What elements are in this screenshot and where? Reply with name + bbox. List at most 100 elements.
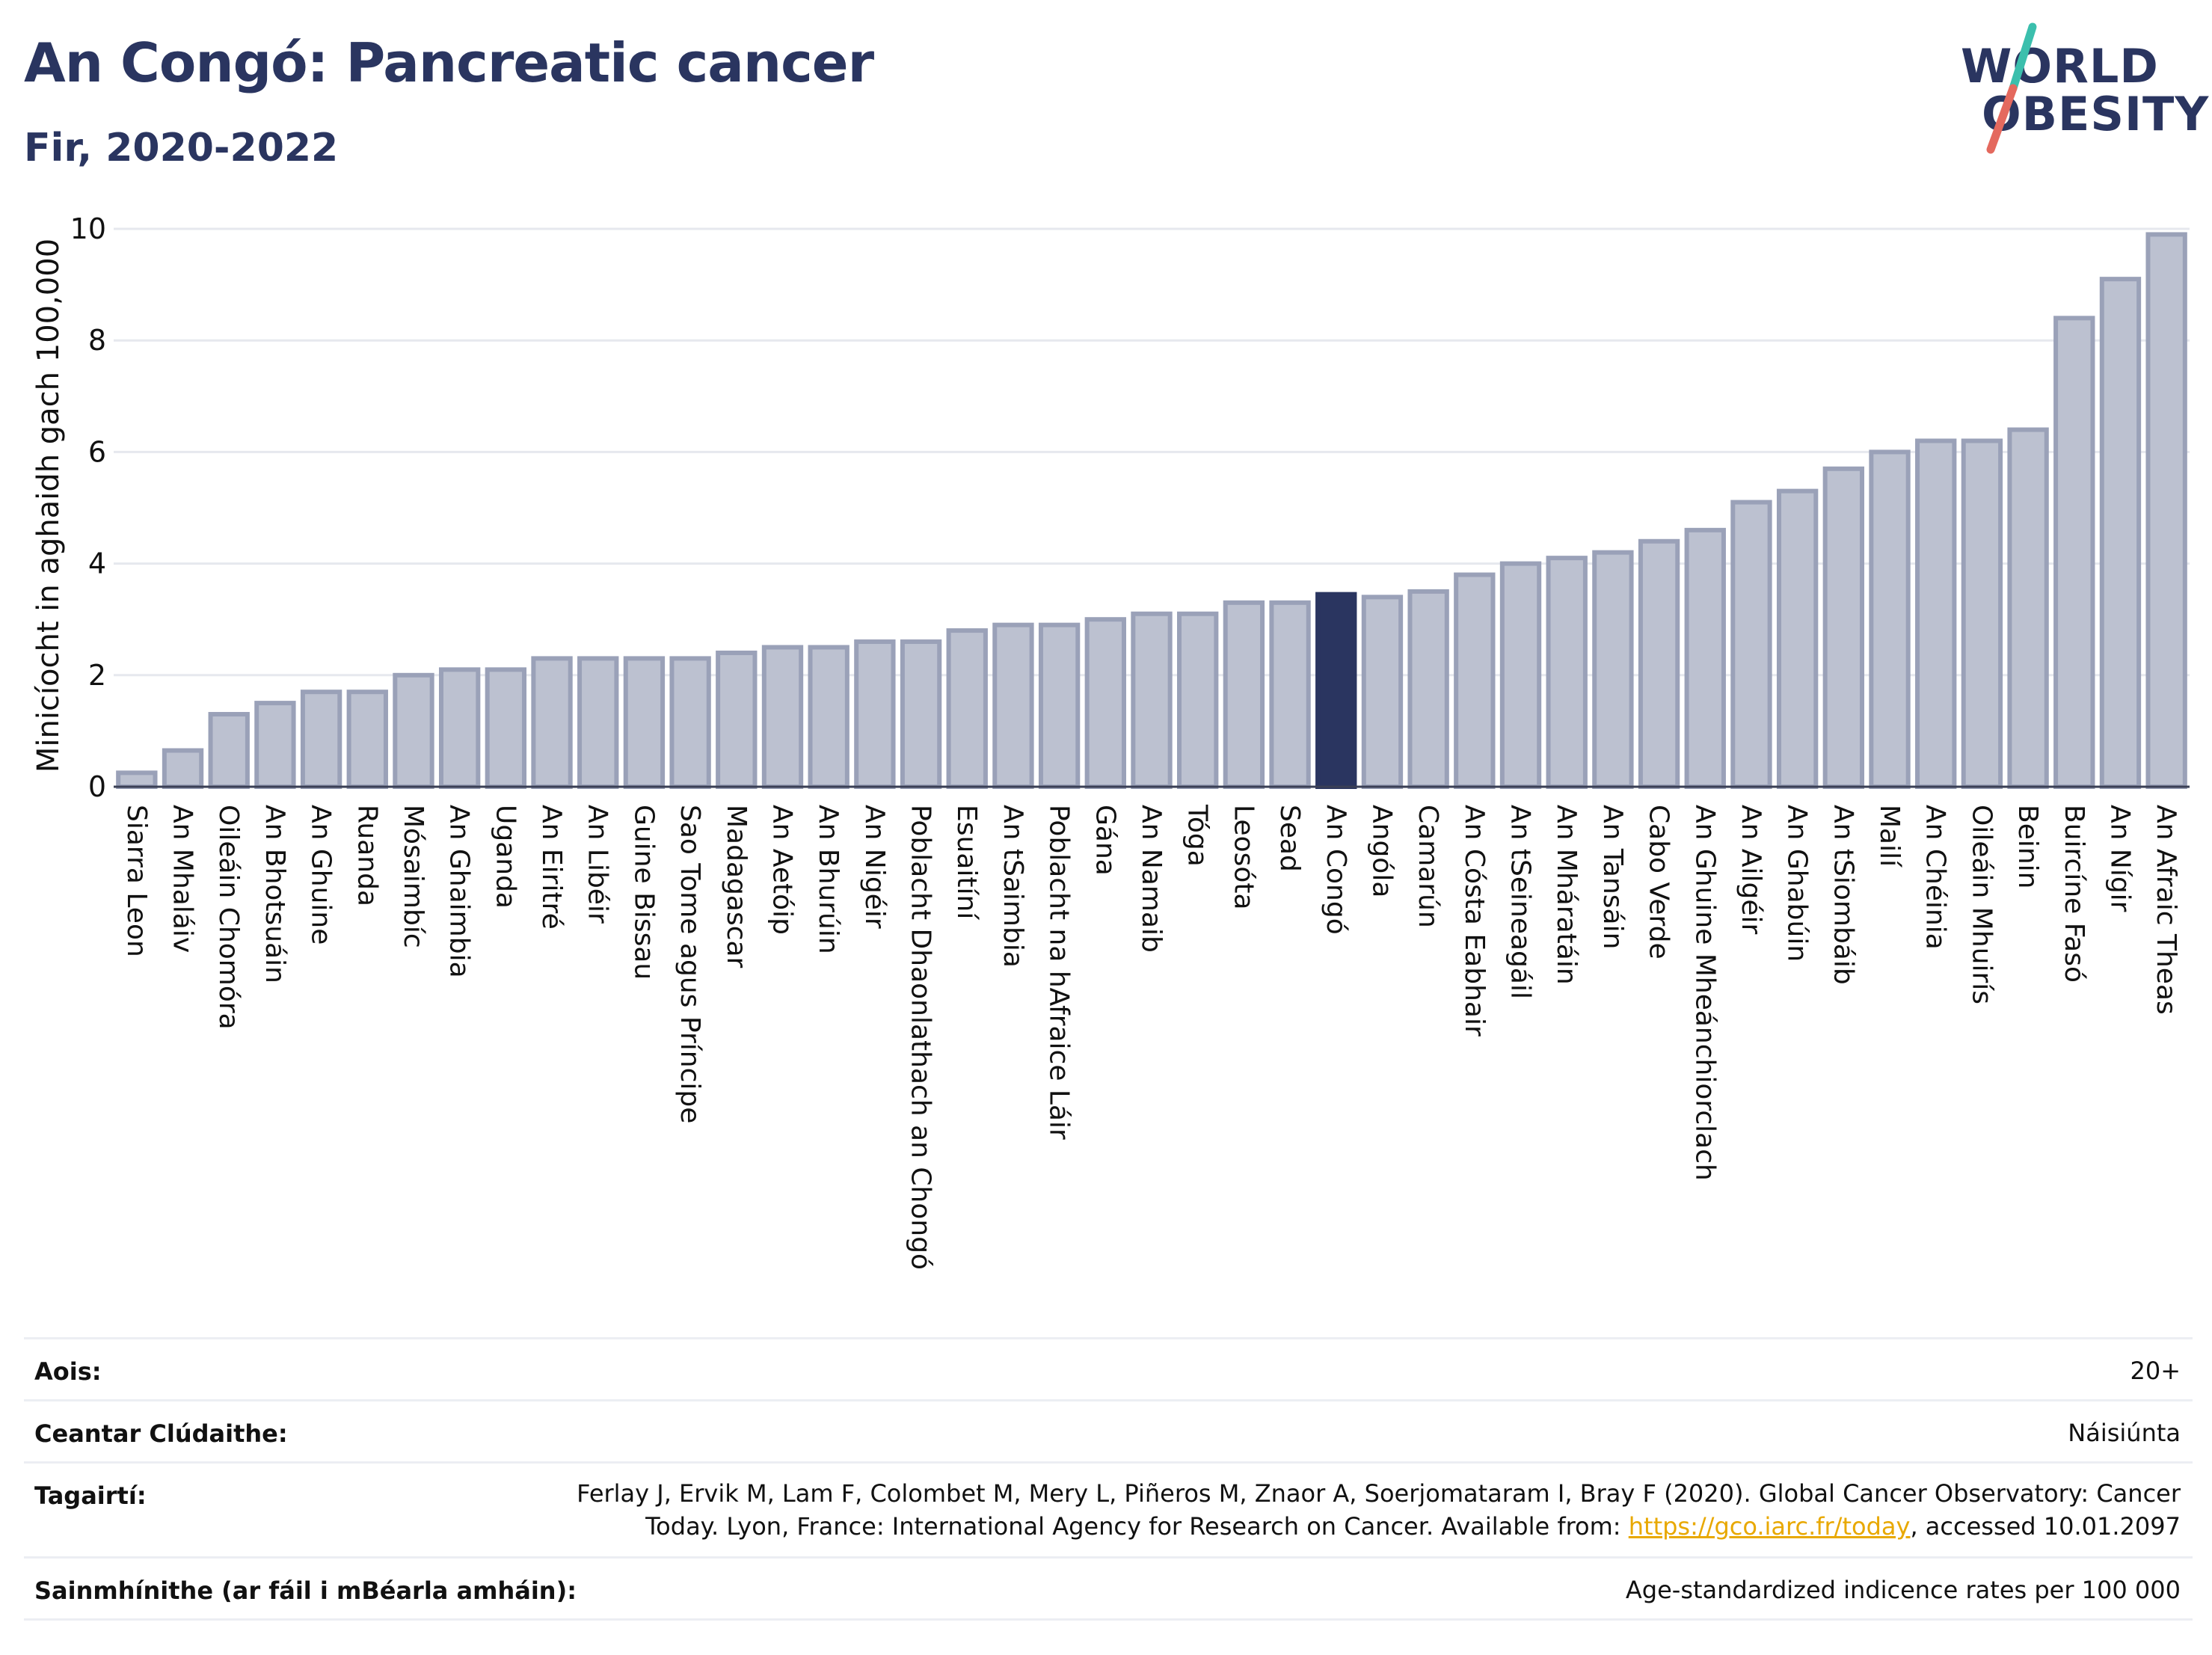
bar [393,672,434,789]
x-tick-label: An tSaimbia [998,805,1028,968]
x-tick-label: An Libéir [583,805,613,924]
bar [946,628,988,789]
bar [761,645,804,789]
x-tick-label: Camarún [1413,805,1443,928]
bar-highlighted [1315,592,1357,789]
x-tick-label: Poblacht Dhaonlathach an Chongó [906,805,936,1270]
reference-line-2-text: Today. Lyon, France: International Agenc… [645,1512,1629,1541]
x-tick-label: Oileáin Chomóra [213,805,244,1030]
y-axis-label: Minicíocht in aghaidh gach 100,000 [31,239,66,773]
bar [2145,232,2187,789]
bar [2099,277,2142,789]
y-tick-label: 2 [88,659,106,692]
meta-label-definitions: Sainmhínithe (ar fáil i mBéarla amháin): [34,1576,577,1605]
x-tick-label: An Ailgéir [1736,805,1766,935]
meta-value-area: Náisiúnta [2068,1419,2181,1447]
x-tick-label: Leosóta [1228,805,1259,910]
x-tick-label: An Congó [1321,805,1351,935]
bar [1638,538,1680,789]
y-tick-label: 6 [88,435,106,468]
bar [1546,556,1588,789]
x-tick-label: An Nigéir [859,805,890,929]
meta-row-definitions: Sainmhínithe (ar fáil i mBéarla amháin):… [24,1556,2193,1621]
x-tick-label: An tSiombáib [1828,805,1858,985]
x-tick-label: An Bhurúin [813,805,844,954]
bar [1454,572,1496,790]
x-tick-label: An Afraic Theas [2151,805,2181,1015]
chart-title: An Congó: Pancreatic cancer [24,31,874,94]
meta-label-age: Aois: [34,1357,102,1386]
x-tick-label: Ruanda [351,805,382,906]
metadata-table: Aois: 20+ Ceantar Clúdaithe: Náisiúnta T… [24,1337,2193,1621]
meta-row-references: Tagairtí: Ferlay J, Ervik M, Lam F, Colo… [24,1461,2193,1556]
x-tick-label: Cabo Verde [1644,805,1674,959]
bar [623,656,666,789]
world-obesity-logo: WORLD OBESITY [1944,21,2208,156]
bar [854,639,896,789]
bar [1084,617,1126,790]
bar [116,770,158,789]
x-tick-label: Guine Bissau [628,805,659,980]
x-tick-label: An Chéinia [1920,805,1951,950]
x-tick-label: Mósaimbíc [398,805,428,948]
x-tick-label: An Cósta Eabhair [1459,805,1490,1037]
reference-line-2: Today. Lyon, France: International Agenc… [577,1510,2181,1543]
x-tick-label: An Nígir [2104,805,2135,912]
bar [1407,589,1449,790]
x-tick-label: Mailí [1874,805,1905,868]
x-tick-label: Tóga [1182,804,1213,867]
logo-word-obesity: OBESITY [1982,87,2210,141]
bar [531,656,573,789]
meta-row-area: Ceantar Clúdaithe: Náisiúnta [24,1399,2193,1461]
x-tick-label: An Mháratáin [1551,805,1582,985]
bar [1223,600,1265,789]
x-tick-label: Esuaitíní [951,805,982,920]
x-tick-label: Beinin [2012,805,2043,888]
bar [992,622,1034,789]
logo-word-world: WORLD [1961,39,2159,93]
bar [162,748,204,790]
meta-label-references: Tagairtí: [34,1481,147,1510]
x-tick-label: Madagascar [721,805,752,968]
meta-value-references: Ferlay J, Ervik M, Lam F, Colombet M, Me… [577,1477,2193,1543]
x-tick-label: Uganda [490,805,520,909]
reference-link[interactable]: https://gco.iarc.fr/today [1628,1512,1911,1541]
bar [1915,438,1957,789]
x-tick-label: Siarra Leon [121,805,152,957]
bar [1131,611,1173,789]
bar [1592,550,1634,789]
reference-line-1: Ferlay J, Ervik M, Lam F, Colombet M, Me… [577,1479,2181,1508]
meta-value-definitions: Age-standardized indicence rates per 100… [1625,1576,2181,1604]
x-tick-label: An Mhaláiv [168,805,198,953]
bar [1822,466,1865,790]
bar [208,712,250,790]
y-tick-label: 0 [88,770,106,803]
x-tick-label: An Eiritré [536,805,567,930]
x-tick-label: An Tansáin [1597,805,1628,949]
x-tick-label: Sead [1274,805,1305,872]
x-tick-label: An Namaib [1136,805,1167,953]
x-tick-label: An Ghaimbia [444,805,475,978]
x-tick-label: Poblacht na hAfraice Láir [1044,805,1075,1140]
bar [346,690,388,789]
bar [577,656,619,789]
y-tick-label: 4 [88,547,106,580]
chart-subtitle: Fir, 2020-2022 [24,126,339,171]
bar [254,701,296,789]
x-tick-label: An Ghuine [306,805,337,945]
x-tick-label: An tSeineagáil [1505,805,1536,999]
meta-row-age: Aois: 20+ [24,1337,2193,1399]
bar [1177,611,1219,789]
bar [1869,449,1911,790]
meta-value-age: 20+ [2130,1357,2181,1385]
x-tick-label: An Bhotsuáin [259,805,290,983]
reference-line-2-suffix: , accessed 10.01.2097 [1910,1512,2181,1541]
x-tick-label: Oileáin Mhuirís [1966,805,1997,1004]
logo-slash-icon [1986,22,2037,154]
bar [300,690,342,789]
bar [716,650,758,790]
x-tick-label: Sao Tome agus Príncipe [675,805,705,1123]
bar [2007,427,2049,789]
x-tick-label: Gána [1090,805,1120,876]
